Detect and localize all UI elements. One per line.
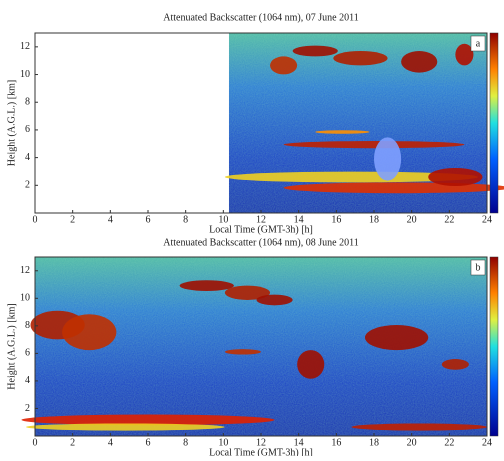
backscatter-feature — [292, 45, 338, 57]
x-tick-label: 0 — [33, 437, 38, 448]
backscatter-feature — [25, 423, 225, 431]
x-tick-label: 24 — [482, 214, 492, 225]
x-tick-label: 6 — [146, 214, 151, 225]
backscatter-feature — [455, 43, 474, 66]
backscatter-feature — [62, 314, 117, 351]
backscatter-feature — [315, 130, 370, 134]
y-tick-label: 2 — [25, 403, 30, 414]
backscatter-feature — [428, 168, 483, 186]
backscatter-feature — [224, 171, 478, 183]
y-tick-label: 4 — [25, 152, 30, 163]
y-tick-label: 4 — [25, 375, 30, 386]
backscatter-feature — [283, 141, 465, 149]
y-tick-label: 8 — [25, 320, 30, 331]
backscatter-feature — [270, 56, 298, 75]
colorbar — [489, 32, 499, 214]
x-tick-label: 22 — [444, 214, 454, 225]
x-tick-label: 0 — [33, 214, 38, 225]
backscatter-feature — [256, 294, 293, 306]
backscatter-feature — [224, 349, 261, 355]
x-tick-label: 8 — [183, 437, 188, 448]
backscatter-feature — [21, 414, 275, 426]
panel-label-box — [470, 35, 486, 52]
x-tick-label: 2 — [70, 214, 75, 225]
x-tick-label: 2 — [70, 437, 75, 448]
chart-title: Attenuated Backscatter (1064 nm), 08 Jun… — [163, 237, 358, 248]
backscatter-feature — [401, 51, 438, 73]
panel-label-box — [470, 259, 486, 276]
x-tick-label: 18 — [369, 214, 379, 225]
x-tick-label: 4 — [108, 437, 113, 448]
x-tick-label: 20 — [407, 214, 417, 225]
x-tick-label: 18 — [369, 437, 379, 448]
x-tick-label: 12 — [256, 214, 266, 225]
panel-label: a — [476, 38, 481, 49]
x-tick-label: 14 — [294, 214, 304, 225]
x-tick-label: 12 — [256, 437, 266, 448]
backscatter-feature — [374, 137, 402, 181]
backscatter-feature — [179, 280, 234, 292]
x-tick-label: 10 — [218, 214, 228, 225]
panel-label: b — [476, 262, 481, 273]
x-tick-label: 6 — [146, 437, 151, 448]
x-tick-label: 16 — [331, 437, 341, 448]
y-tick-label: 10 — [20, 293, 30, 304]
backscatter-feature — [351, 423, 488, 431]
y-tick-label: 12 — [20, 265, 30, 276]
x-axis-label: Local Time (GMT-3h) [h] — [209, 224, 313, 235]
colorbar — [489, 256, 499, 437]
y-tick-label: 6 — [25, 348, 30, 359]
x-tick-label: 16 — [331, 214, 341, 225]
chart-title: Attenuated Backscatter (1064 nm), 07 Jun… — [163, 12, 358, 23]
x-tick-label: 22 — [444, 437, 454, 448]
x-tick-label: 10 — [218, 437, 228, 448]
y-axis-label: Height (A.G.L.) [km] — [6, 303, 17, 389]
x-tick-label: 4 — [108, 214, 113, 225]
x-tick-label: 24 — [482, 437, 492, 448]
backscatter-feature — [441, 359, 469, 370]
y-tick-label: 12 — [20, 41, 30, 52]
backscatter-feature — [297, 350, 325, 379]
x-tick-label: 8 — [183, 214, 188, 225]
x-tick-label: 20 — [407, 437, 417, 448]
backscatter-feature — [364, 325, 429, 351]
y-tick-label: 8 — [25, 97, 30, 108]
backscatter-feature — [333, 51, 388, 66]
backscatter-feature — [224, 285, 271, 300]
y-tick-label: 10 — [20, 69, 30, 80]
y-tick-label: 6 — [25, 124, 30, 135]
x-tick-label: 14 — [294, 437, 304, 448]
y-tick-label: 2 — [25, 180, 30, 191]
x-axis-label: Local Time (GMT-3h) [h] — [209, 447, 313, 456]
y-axis-label: Height (A.G.L.) [km] — [6, 80, 17, 166]
